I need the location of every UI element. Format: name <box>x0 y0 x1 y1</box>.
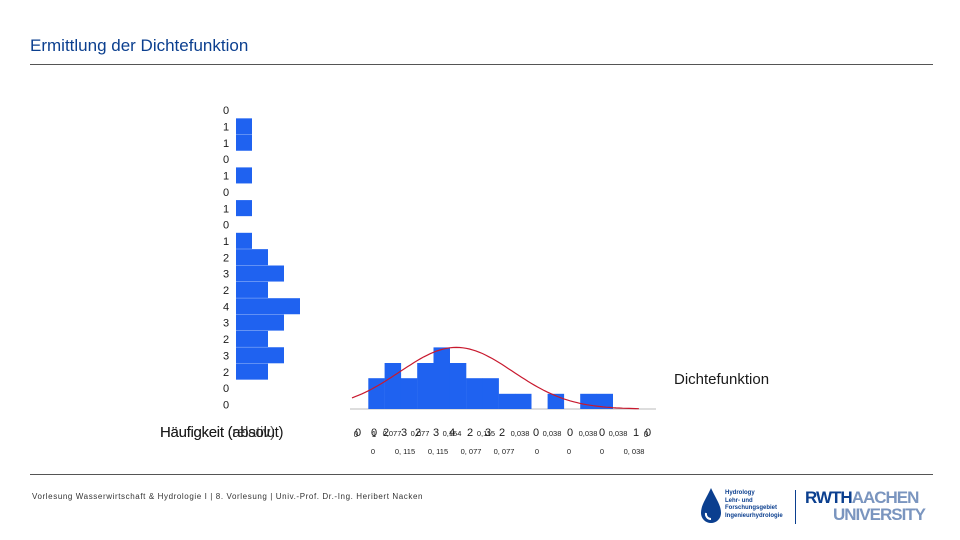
frequency-bar <box>236 298 300 315</box>
frequency-row-label: 1 <box>223 122 229 134</box>
frequency-row-label: 3 <box>223 269 229 281</box>
frequency-bar <box>236 232 252 249</box>
frequency-bar <box>236 118 252 135</box>
frequency-row-label: 2 <box>223 334 229 346</box>
frequency-row-label: 0 <box>223 220 229 232</box>
bottom-value-label: 0, 115 <box>395 447 415 456</box>
density-bar <box>449 363 467 409</box>
density-function-label: Dichtefunktion <box>674 371 769 388</box>
frequency-bar <box>236 134 252 151</box>
bottom-value-label: 0 <box>600 447 604 456</box>
title-divider <box>30 64 933 65</box>
frequency-row-label: 2 <box>223 252 229 264</box>
frequency-row-label: 0 <box>223 105 229 117</box>
density-curve <box>351 346 639 410</box>
density-bar <box>498 393 516 409</box>
density-bar <box>400 378 418 409</box>
frequency-row-label: 4 <box>223 301 229 313</box>
absolute-mark-label: 1 <box>372 430 377 439</box>
frequency-row-label: 1 <box>223 236 229 248</box>
rwth-word: RWTH <box>805 488 853 507</box>
hydro-logo-line: Ingenieurhydrologie <box>725 512 783 519</box>
relative-value-label: 0,077 <box>411 429 430 438</box>
absolute-value-label: 2 <box>499 427 505 439</box>
absolute-value-label: 0 <box>645 427 651 439</box>
relative-value-label: 0,115 <box>477 429 495 438</box>
density-bar <box>515 393 532 409</box>
frequency-bar <box>236 200 252 217</box>
bottom-value-label: 0 <box>567 447 571 456</box>
bottom-value-label: 0, 038 <box>624 447 645 456</box>
density-bar <box>384 363 402 409</box>
bottom-value-label: 0, 077 <box>461 447 482 456</box>
absolute-value-label: 3 <box>401 427 407 439</box>
absolute-mark-label: 0 <box>354 430 359 439</box>
absolute-value-label: 2 <box>467 427 473 439</box>
absolute-value-label: 0 <box>533 427 539 439</box>
relative-value-label: 0,077 <box>383 429 402 438</box>
frequency-row-label: 0 <box>223 154 229 166</box>
relative-value-label: 0,038 <box>543 429 562 438</box>
rwth-logo: RWTHAACHEN UNIVERSITY <box>805 487 935 527</box>
frequency-bar <box>236 347 284 364</box>
rwth-university: UNIVERSITY <box>833 505 926 524</box>
absolute-value-label: 0 <box>355 427 361 439</box>
density-bar <box>466 378 483 409</box>
density-bar <box>580 393 597 409</box>
frequency-bar <box>236 249 268 266</box>
water-drop-icon <box>701 488 721 523</box>
bottom-value-label: 0 <box>371 447 375 456</box>
bottom-value-label: 0, 077 <box>494 447 515 456</box>
absolute-value-label: 4 <box>449 427 455 439</box>
relative-value-label: 0,154 <box>443 429 462 438</box>
relative-value-label: 0,038 <box>579 429 598 438</box>
frequency-bar <box>236 330 268 347</box>
frequency-bar <box>236 167 252 184</box>
frequency-row-label: 1 <box>223 203 229 215</box>
frequency-row-label: 3 <box>223 318 229 330</box>
absolute-value-label: 1 <box>633 427 639 439</box>
hydrology-logo: Hydrology Lehr- und Forschungsgebiet Ing… <box>700 487 790 529</box>
frequency-row-label: 1 <box>223 171 229 183</box>
density-bar <box>433 347 450 409</box>
frequency-row-label: 3 <box>223 350 229 362</box>
absolute-value-label: 2 <box>415 427 421 439</box>
absolute-value-label: 3 <box>433 427 439 439</box>
frequency-row-label: 1 <box>223 138 229 150</box>
frequency-row-label: 2 <box>223 285 229 297</box>
frequency-bar <box>236 281 268 298</box>
footer-divider <box>30 474 933 475</box>
absolute-value-label: 0 <box>599 427 605 439</box>
frequency-row-label: 2 <box>223 367 229 379</box>
absolute-value-label: 0 <box>371 427 377 439</box>
frequency-bar <box>236 314 284 331</box>
bottom-value-label: 0, 115 <box>428 447 448 456</box>
frequency-row-label: 0 <box>223 187 229 199</box>
logo-separator <box>795 490 796 524</box>
absolute-frequency-label: Häufigkeit (absolut) <box>160 424 284 441</box>
hydro-logo-line: Forschungsgebiet <box>725 505 778 511</box>
bottom-value-label: 0 <box>535 447 539 456</box>
density-bar <box>417 363 434 409</box>
rwth-city: AACHEN <box>851 488 920 507</box>
footer-text: Vorlesung Wasserwirtschaft & Hydrologie … <box>32 492 424 501</box>
relative-value-label: 0,038 <box>609 429 628 438</box>
density-bar <box>368 378 385 409</box>
frequency-bar <box>236 363 268 380</box>
relative-frequency-label: Häufigkeit (relativ) <box>160 424 275 441</box>
absolute-value-label: 3 <box>485 427 491 439</box>
absolute-mark-label: 0 <box>644 430 649 439</box>
hydro-logo-line: Lehr- und <box>725 497 753 504</box>
frequency-bar <box>236 265 284 282</box>
slide-title: Ermittlung der Dichtefunktion <box>30 36 249 55</box>
frequency-row-label: 0 <box>223 399 229 411</box>
density-bar <box>596 393 613 409</box>
absolute-value-label: 2 <box>383 427 389 439</box>
relative-value-label: 0,038 <box>511 429 530 438</box>
absolute-value-label: 0 <box>567 427 573 439</box>
hydro-logo-line: Hydrology <box>725 490 755 496</box>
density-bar <box>482 378 499 409</box>
frequency-row-label: 0 <box>223 383 229 395</box>
